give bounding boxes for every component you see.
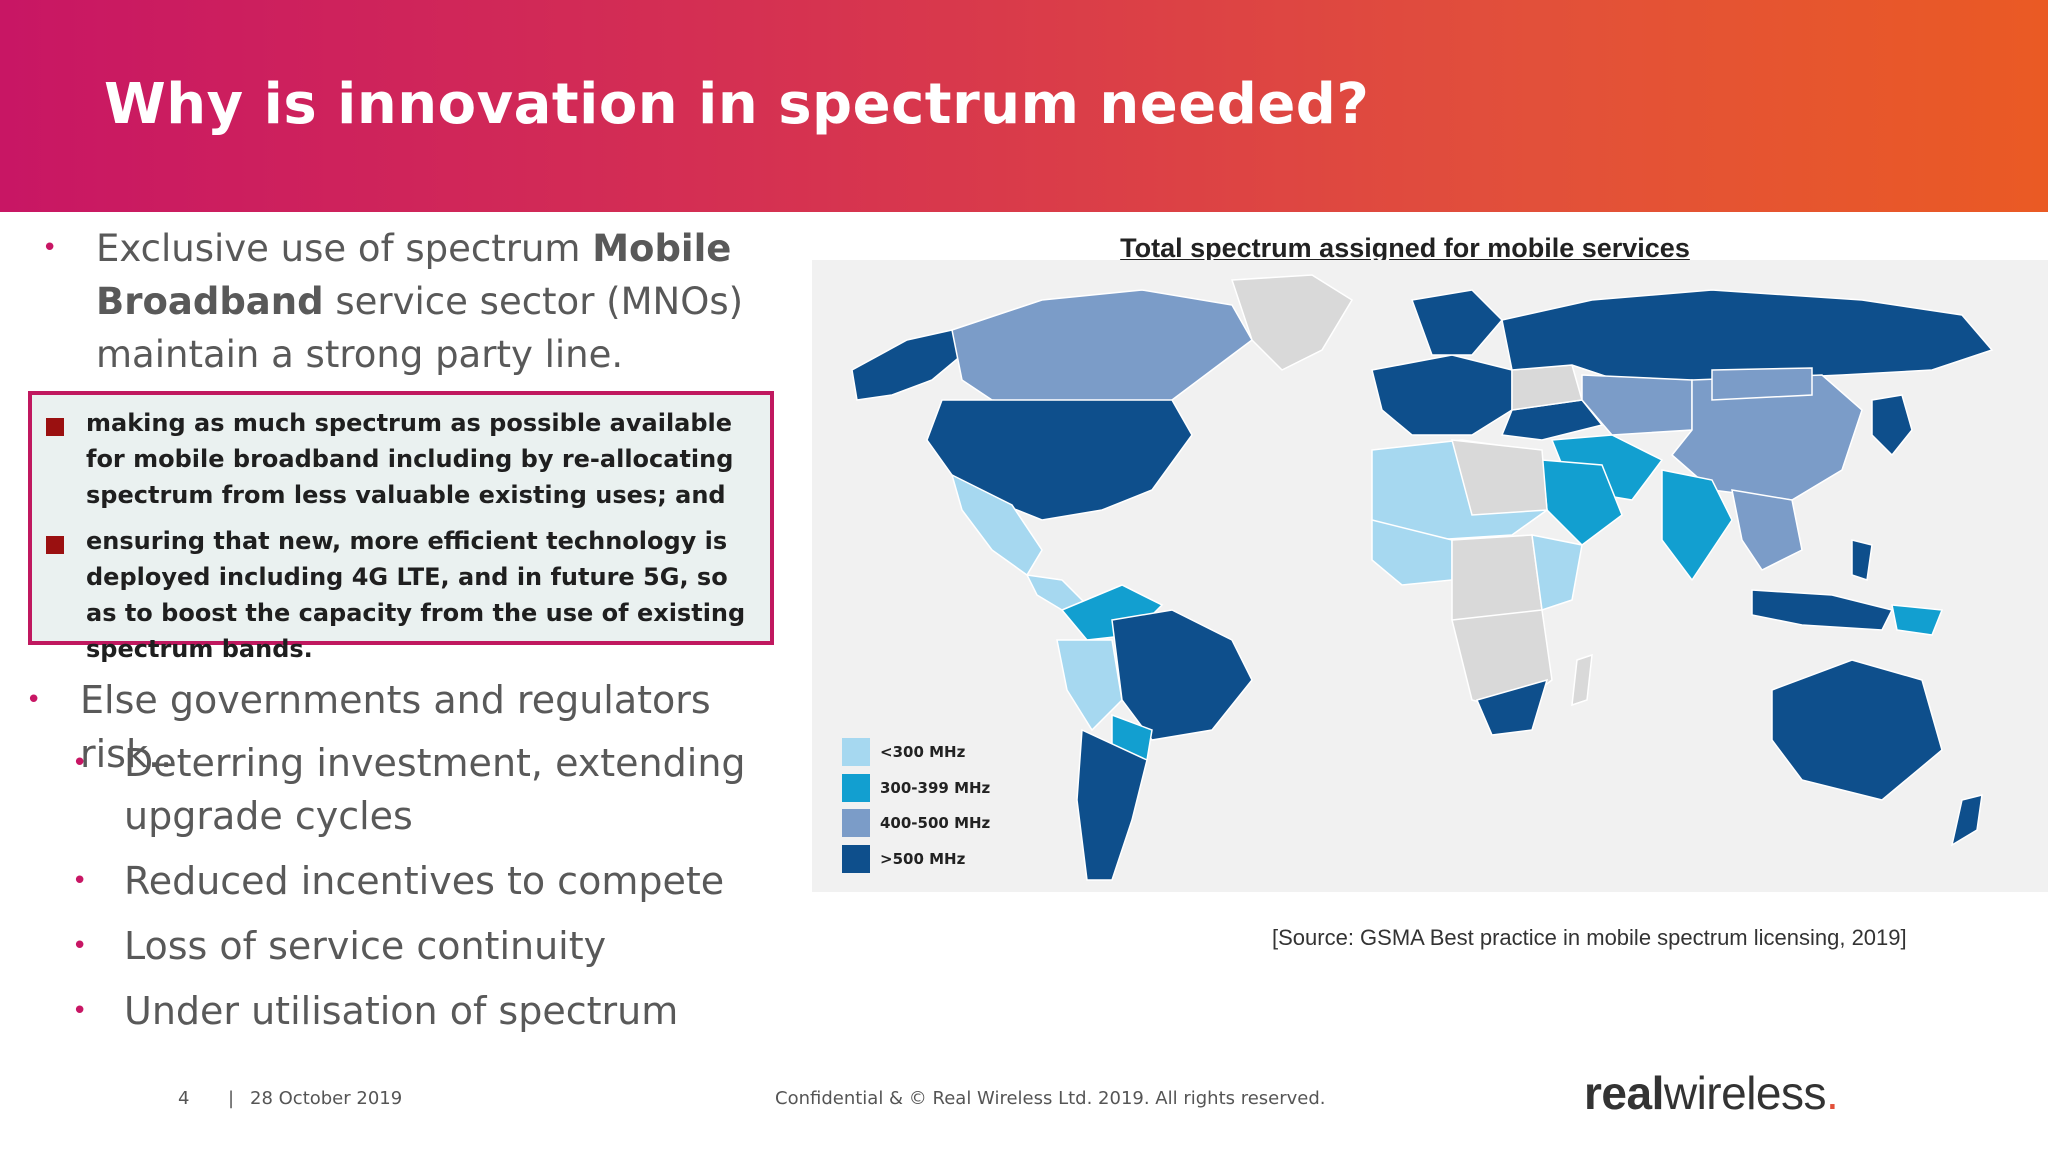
footer-separator: |	[228, 1088, 235, 1109]
map-region-kazakhstan	[1581, 374, 1693, 436]
map-region-argentina-chile	[1076, 728, 1148, 881]
map-region-west-africa	[1371, 519, 1453, 586]
bullet-dot: •	[72, 996, 88, 1026]
map-region-egypt-libya	[1450, 439, 1548, 516]
bullet-dot: •	[72, 866, 88, 896]
legend-swatch	[842, 738, 870, 766]
legend-item: 400-500 MHz	[842, 809, 1042, 839]
sub-bullet-text: Loss of service continuity	[124, 924, 607, 968]
square-bullet-icon	[46, 536, 64, 554]
map-region-russia	[1501, 289, 1994, 386]
map-region-india	[1661, 469, 1733, 582]
bullet-text-post: service sector (MNOs) maintain a strong …	[96, 280, 744, 376]
map-region-brazil	[1111, 609, 1253, 741]
source-citation: [Source: GSMA Best practice in mobile sp…	[1272, 925, 1907, 950]
map-region-australia	[1771, 659, 1943, 801]
bullet-risk: • Else governments and regulators risk..	[26, 673, 800, 781]
map-region-western-europe	[1371, 354, 1513, 436]
legend-item: <300 MHz	[842, 738, 1042, 768]
sub-bullet-text: Deterring investment, extending upgrade …	[124, 741, 746, 838]
bullet-text: Else governments and regulators risk..	[80, 678, 711, 776]
brand-logo-light: wireless	[1663, 1067, 1827, 1119]
legend-swatch	[842, 774, 870, 802]
map-region-philippines	[1851, 539, 1873, 581]
bullet-exclusive-use: • Exclusive use of spectrum Mobile Broad…	[42, 222, 776, 381]
map-region-greenland	[1230, 274, 1354, 371]
sub-bullet: • Loss of service continuity	[72, 920, 764, 973]
brand-logo-bold: real	[1584, 1067, 1664, 1119]
map-region-usa	[926, 399, 1193, 521]
map-region-new-zealand	[1950, 794, 1983, 847]
map-region-alaska	[851, 329, 963, 401]
map-region-south-africa	[1475, 678, 1549, 736]
title-banner: Why is innovation in spectrum needed?	[0, 0, 2048, 212]
brand-logo-dot: .	[1826, 1067, 1839, 1119]
bullet-dot: •	[72, 931, 88, 961]
square-bullet-icon	[46, 418, 64, 436]
legend-swatch	[842, 845, 870, 873]
quote-box: making as much spectrum as possible avai…	[28, 391, 774, 663]
quote-item: ensuring that new, more efficient techno…	[86, 527, 746, 663]
bullet-text-pre: Exclusive use of spectrum	[96, 227, 593, 270]
legend-label: 300-399 MHz	[880, 779, 991, 797]
sub-bullet: • Reduced incentives to compete	[72, 855, 764, 908]
map-region-southeast-asia	[1731, 489, 1803, 571]
legend-item: >500 MHz	[842, 845, 1042, 875]
footer-date: 28 October 2019	[250, 1088, 403, 1109]
legend-label: 400-500 MHz	[880, 814, 991, 832]
world-map	[812, 260, 2048, 892]
slide-title: Why is innovation in spectrum needed?	[104, 72, 1370, 137]
map-region-korea-japan	[1871, 394, 1913, 457]
sub-bullet-text: Reduced incentives to compete	[124, 859, 725, 903]
map-region-east-africa	[1531, 534, 1583, 611]
legend-swatch	[842, 809, 870, 837]
map-region-madagascar	[1571, 653, 1593, 707]
map-title: Total spectrum assigned for mobile servi…	[1120, 233, 1690, 263]
map-region-scandinavia	[1410, 289, 1504, 356]
bullet-dot: •	[72, 748, 88, 778]
sub-bullet: • Under utilisation of spectrum	[72, 985, 764, 1038]
legend-label: <300 MHz	[880, 743, 966, 761]
legend-item: 300-399 MHz	[842, 774, 1042, 804]
footer-confidential: Confidential & © Real Wireless Ltd. 2019…	[775, 1088, 1326, 1109]
map-region-mongolia	[1711, 367, 1813, 401]
bullet-dot: •	[26, 685, 42, 715]
map-region-peru-bolivia	[1056, 639, 1123, 732]
sub-bullet-text: Under utilisation of spectrum	[124, 989, 679, 1033]
bullet-dot: •	[42, 233, 58, 263]
quote-item: making as much spectrum as possible avai…	[86, 409, 734, 509]
world-map-svg	[851, 274, 1994, 881]
map-region-papua	[1891, 604, 1944, 636]
map-region-indonesia	[1751, 589, 1894, 631]
sub-bullet: • Deterring investment, extending upgrad…	[72, 737, 764, 843]
bullet-text-bold: Mobile Broadband	[96, 227, 732, 323]
legend-label: >500 MHz	[880, 850, 966, 868]
page-number: 4	[178, 1088, 190, 1109]
brand-logo: realwireless.	[1584, 1066, 1839, 1120]
map-region-canada	[951, 289, 1253, 411]
